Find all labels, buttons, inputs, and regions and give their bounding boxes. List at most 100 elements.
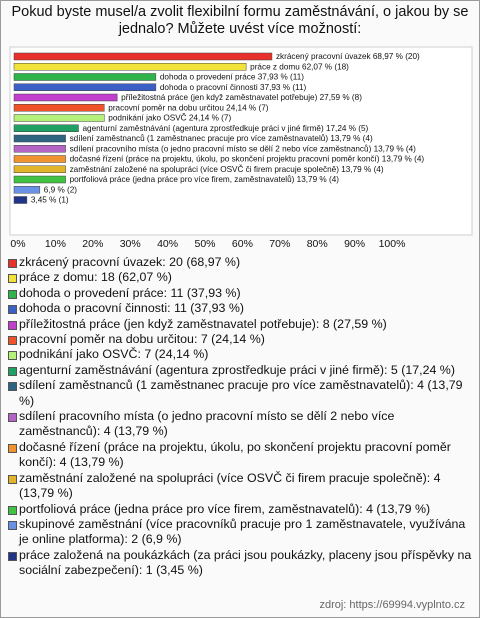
value-label: 27,59 % (8) [320, 93, 363, 102]
value-label: 6,9 % (2) [44, 185, 77, 194]
value-label: 37,93 % (11) [260, 83, 307, 92]
legend-item: sdílení pracovního místa (o jedno pracov… [7, 409, 473, 440]
bar-category: agenturní zaměstnávání (agentura zprostř… [82, 124, 323, 133]
legend-label: zkrácený pracovní úvazek: 20 (68,97 %) [19, 255, 241, 269]
bar-category: dohoda o provedení práce [160, 73, 256, 82]
legend-swatch [8, 320, 17, 330]
legend-label: sdílení pracovního místa (o jedno pracov… [19, 409, 395, 439]
bar [13, 196, 28, 204]
legend-item: pracovní poměr na dobu určitou: 7 (24,14… [7, 332, 473, 347]
bar-label: zkrácený pracovní úvazek 68,97 % (20) [276, 52, 420, 61]
bar-label: sdílení pracovního místa (o jedno pracov… [70, 143, 417, 153]
legend-item: dočasné řízení (práce na projektu, úkolu… [7, 440, 473, 471]
bar-label: portfoliová práce (jedna práce pro více … [70, 174, 340, 184]
legend-swatch [8, 505, 17, 515]
chart: 0% 10% 20% 30% 40% 50% 60% 70% 80% 90% 100% zkrácen… [9, 46, 473, 250]
value-label: 68,97 % (20) [373, 52, 420, 61]
bar-category: zaměstnání založené na spolupráci (více … [70, 164, 340, 174]
x-tick-label: 60% [232, 238, 253, 250]
value-label: 24,14 % (7) [226, 103, 269, 112]
legend-label: dohoda o provedení práce: 11 (37,93 %) [19, 285, 241, 300]
legend-swatch [8, 474, 17, 484]
legend-item: zaměstnání založené na spolupráci (více … [7, 471, 473, 502]
value-label: 13,79 % (4) [341, 165, 384, 174]
value-label: 24,14 % (7) [189, 114, 232, 123]
bar [13, 155, 66, 163]
bar [13, 52, 273, 61]
legend-label: skupinové zaměstnání (více pracovníků pr… [19, 516, 466, 547]
x-tick-label: 100% [379, 238, 406, 250]
bar [13, 73, 157, 81]
bar-label: agenturní zaměstnávání (agentura zprostř… [82, 124, 368, 133]
bar [13, 175, 66, 184]
bar [13, 124, 79, 132]
bar-category: práce z domu [250, 62, 300, 71]
bar-category: dohoda o pracovní činnosti [160, 83, 258, 92]
chart-title: Pokud byste musel/a zvolit flexibilní fo… [11, 4, 469, 37]
legend-item: dohoda o provedení práce: 11 (37,93 %) [7, 286, 473, 301]
value-label: 62,07 % (18) [302, 62, 349, 71]
bar-category: sdílení pracovního místa (o jedno pracov… [70, 143, 372, 153]
legend-item: příležitostná práce (jen když zaměstnava… [7, 317, 473, 332]
bar [13, 104, 105, 112]
legend-label: příležitostná práce (jen když zaměstnava… [19, 316, 387, 331]
legend-label: pracovní poměr na dobu určitou: 7 (24,14… [19, 332, 265, 347]
source: zdroj: https://69994.vyplnto.cz [319, 599, 465, 611]
value-label: 17,24 % (5) [326, 124, 369, 133]
legend-swatch [8, 413, 17, 423]
legend-item: skupinové zaměstnání (více pracovníků pr… [7, 517, 473, 548]
x-tick-label: 40% [157, 238, 178, 250]
x-tick-label: 50% [194, 238, 215, 250]
bar-category: pracovní poměr na dobu určitou [108, 103, 224, 112]
legend-label: dohoda o pracovní činnosti: 11 (37,93 %) [19, 301, 245, 316]
legend-swatch [8, 289, 17, 299]
bar-label: pracovní poměr na dobu určitou 24,14 % (… [108, 103, 268, 112]
x-tick-label: 0% [10, 238, 25, 250]
bar-label: dohoda o provedení práce 37,93 % (11) [160, 73, 304, 82]
legend-swatch [8, 259, 17, 268]
bar-category: zkrácený pracovní úvazek [276, 52, 372, 61]
bar [13, 114, 105, 122]
legend-swatch [8, 305, 17, 315]
bar-label: podnikání jako OSVČ 24,14 % (7) [108, 113, 231, 123]
value-label: 13,79 % (4) [374, 144, 417, 153]
legend-label: práce z domu: 18 (62,07 %) [19, 270, 172, 285]
bar-label: 3,45 % (1) [31, 196, 69, 205]
bar [13, 165, 66, 173]
bar [13, 134, 66, 143]
bar-category: podnikání jako OSVČ [108, 113, 186, 123]
legend-item: práce založená na poukázkách (za práci j… [7, 548, 473, 579]
legend-swatch [8, 520, 17, 530]
bar-label: dohoda o pracovní činnosti 37,93 % (11) [160, 83, 307, 92]
legend-item: práce z domu: 18 (62,07 %) [7, 270, 473, 285]
legend-label: dočasné řízení (práce na projektu, úkolu… [19, 439, 451, 470]
value-label: 13,79 % (4) [330, 134, 373, 143]
legend-swatch [8, 336, 17, 346]
legend-label: portfoliová práce (jedna práce pro více … [19, 501, 431, 516]
bar-label: příležitostná práce (jen když zaměstnava… [121, 93, 362, 102]
bar-category: příležitostná práce (jen když zaměstnava… [121, 93, 317, 102]
value-label: 37,93 % (11) [258, 73, 305, 82]
bar-label: zaměstnání založené na spolupráci (více … [70, 164, 384, 174]
x-tick-label: 10% [45, 238, 66, 250]
legend-swatch [8, 366, 17, 376]
legend-swatch [8, 382, 17, 392]
legend-label: agenturní zaměstnávání (agentura zprostř… [19, 362, 455, 377]
bar [13, 145, 66, 153]
legend-item: sdílení zaměstnanců (1 zaměstnanec pracu… [7, 378, 473, 409]
bar [13, 63, 247, 71]
legend-swatch [8, 551, 17, 561]
bar-category: sdílení zaměstnanců (1 zaměstnanec pracu… [70, 133, 329, 143]
bar [13, 93, 118, 102]
legend-item: podnikání jako OSVČ: 7 (24,14 %) [7, 347, 473, 362]
legend: zkrácený pracovní úvazek: 20 (68,97 %) pr… [7, 255, 473, 579]
bar-category: portfoliová práce (jedna práce pro více … [70, 174, 295, 184]
legend-label: práce založená na poukázkách (za práci j… [19, 547, 472, 578]
bar-label: dočasné řízení (práce na projektu, úkolu… [70, 155, 425, 164]
legend-swatch [8, 274, 17, 284]
x-tick-label: 20% [82, 238, 103, 250]
legend-item: zkrácený pracovní úvazek: 20 (68,97 %) [7, 255, 473, 270]
value-label: 13,79 % (4) [382, 155, 425, 164]
bar-category: dočasné řízení (práce na projektu, úkolu… [70, 155, 380, 164]
